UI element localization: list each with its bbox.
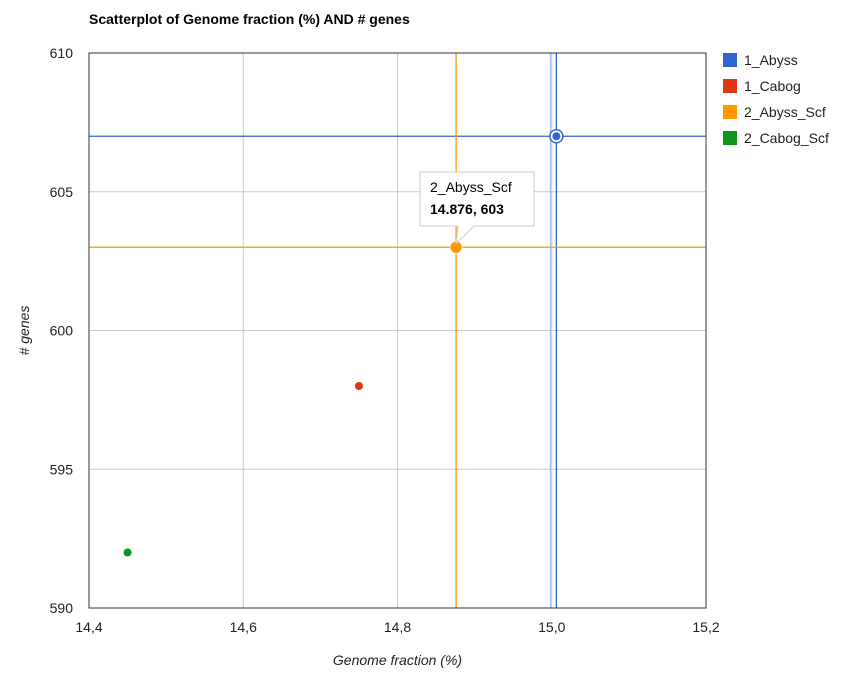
y-axis-ticks: 610 605 600 595 590 <box>50 45 74 616</box>
y-tick-label: 595 <box>50 461 74 477</box>
tooltip-series-name: 2_Abyss_Scf <box>430 179 512 195</box>
y-tick-label: 610 <box>50 45 74 61</box>
x-axis-ticks: 14,4 14,6 14,8 15,0 15,2 <box>75 619 719 635</box>
legend-label[interactable]: 2_Cabog_Scf <box>744 130 829 146</box>
legend-swatch <box>723 53 737 67</box>
data-point[interactable] <box>354 382 363 390</box>
legend-label[interactable]: 1_Cabog <box>744 78 801 94</box>
legend-swatch <box>723 105 737 119</box>
legend-label[interactable]: 2_Abyss_Scf <box>744 104 826 120</box>
x-tick-label: 14,4 <box>75 619 102 635</box>
x-axis-title: Genome fraction (%) <box>333 652 462 668</box>
x-tick-label: 14,6 <box>230 619 257 635</box>
x-tick-label: 14,8 <box>384 619 411 635</box>
tooltip-box <box>419 171 535 245</box>
y-tick-label: 590 <box>50 600 74 616</box>
tooltip-value: 14.876, 603 <box>430 201 504 217</box>
plot-area-border <box>88 52 707 609</box>
data-point[interactable] <box>123 548 132 557</box>
tooltip: 2_Abyss_Scf 14.876, 603 <box>419 171 535 245</box>
y-tick-label: 605 <box>50 184 74 200</box>
crosshairs <box>89 53 706 608</box>
y-tick-label: 600 <box>50 323 74 339</box>
y-axis-title: # genes <box>16 306 32 356</box>
legend: 1_Abyss 1_Cabog 2_Abyss_Scf 2_Cabog_Scf <box>723 52 829 146</box>
data-point[interactable] <box>552 132 561 141</box>
legend-swatch <box>723 79 737 93</box>
data-points <box>123 129 564 557</box>
legend-swatch <box>723 131 737 145</box>
x-tick-label: 15,2 <box>692 619 719 635</box>
chart-title: Scatterplot of Genome fraction (%) AND #… <box>89 11 410 27</box>
x-tick-label: 15,0 <box>538 619 565 635</box>
legend-label[interactable]: 1_Abyss <box>744 52 798 68</box>
